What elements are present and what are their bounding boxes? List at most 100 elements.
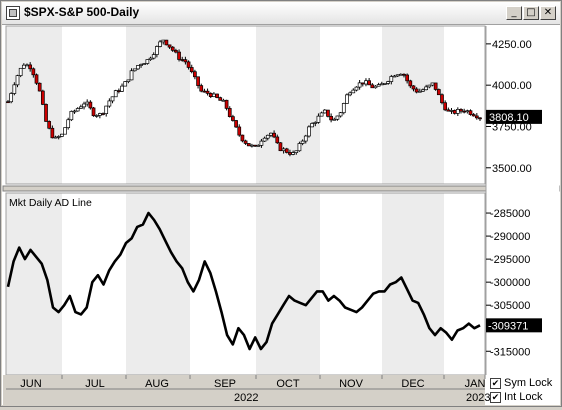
candle-down — [288, 152, 292, 155]
ad-tick-label: -305000 — [490, 300, 530, 312]
candle-up — [357, 82, 362, 88]
month-band — [6, 193, 62, 375]
panel-separator[interactable] — [2, 185, 560, 192]
candle-down — [101, 113, 105, 115]
chart-svg[interactable]: 4250.00 4000.00 3750.00 3500.00 -285000 -290… — [2, 25, 560, 405]
candle-up — [351, 89, 356, 94]
price-current-value: 3808.10 — [489, 112, 529, 124]
candle-down — [199, 85, 204, 92]
app-window-icon[interactable] — [6, 6, 20, 20]
candle-down — [50, 127, 55, 139]
ad-tick-label: -295000 — [490, 254, 530, 266]
candle-up — [155, 46, 159, 55]
candle-up — [139, 64, 143, 66]
candle-up — [145, 59, 150, 64]
candle-down — [246, 143, 251, 147]
month-bands — [6, 26, 444, 375]
candle-down — [240, 134, 245, 142]
candle-up — [120, 85, 124, 92]
candle-up — [126, 79, 131, 82]
candle-up — [421, 89, 425, 92]
candle-down — [47, 121, 52, 129]
candle-up — [389, 76, 394, 82]
candle-up — [281, 148, 286, 152]
candle-down — [443, 102, 448, 111]
candle-down — [193, 71, 197, 78]
candle-down — [278, 142, 283, 152]
right-axis-area — [486, 26, 559, 375]
candle-down — [202, 90, 207, 93]
candle-down — [31, 68, 36, 76]
ad-tick-label: -290000 — [490, 231, 530, 243]
minimize-button[interactable]: _ — [506, 6, 522, 20]
candle-up — [9, 93, 14, 103]
price-candles — [6, 39, 482, 157]
candle-up — [354, 86, 359, 91]
candle-up — [465, 110, 470, 113]
candle-up — [129, 70, 134, 81]
candle-up — [53, 136, 58, 139]
candle-up — [113, 90, 118, 98]
candle-down — [433, 82, 438, 90]
candle-down — [468, 110, 473, 115]
sym-lock-checkbox[interactable]: ✔ — [490, 378, 501, 389]
candle-down — [180, 59, 185, 61]
maximize-button[interactable]: □ — [523, 6, 539, 20]
x-axis-area — [3, 375, 485, 405]
candle-up — [395, 74, 400, 77]
window-title: $SPX-S&P 500-Daily — [24, 5, 140, 19]
month-band — [256, 193, 320, 375]
candle-down — [205, 90, 210, 94]
candle-down — [360, 82, 365, 85]
candle-up — [373, 85, 378, 89]
candle-up — [345, 94, 349, 104]
candle-down — [34, 74, 39, 84]
candle-up — [12, 84, 17, 94]
int-lock-checkbox[interactable]: ✔ — [490, 392, 501, 403]
month-tick-label: DEC — [401, 378, 424, 390]
candle-down — [243, 140, 248, 144]
candle-down — [164, 39, 169, 46]
candle-up — [313, 122, 318, 124]
month-tick-label: JAN — [465, 378, 486, 390]
candle-up — [262, 137, 267, 142]
candle-up — [66, 119, 71, 129]
candle-down — [91, 107, 96, 117]
candle-up — [307, 126, 311, 137]
candle-up — [335, 115, 340, 120]
candle-down — [186, 61, 191, 68]
month-tick-label: AUG — [145, 378, 169, 390]
candle-down — [402, 73, 406, 76]
candle-up — [256, 145, 261, 147]
candle-down — [436, 89, 441, 96]
candle-up — [148, 57, 153, 60]
candle-down — [237, 126, 242, 136]
candle-down — [231, 116, 235, 121]
ad-line-series — [6, 211, 481, 351]
title-bar[interactable]: $SPX-S&P 500-Daily _ □ ✕ — [2, 2, 560, 25]
candle-up — [259, 140, 264, 146]
candle-down — [215, 93, 219, 98]
candle-up — [303, 135, 308, 142]
candle-down — [367, 80, 371, 86]
candle-up — [417, 90, 422, 93]
month-tick-label: JUN — [20, 378, 41, 390]
candle-up — [75, 108, 80, 112]
candle-up — [294, 150, 299, 153]
candle-up — [221, 99, 226, 102]
candle-down — [414, 88, 419, 93]
candle-up — [151, 54, 156, 59]
int-lock-toggle[interactable]: ✔ Int Lock — [488, 391, 560, 405]
candle-up — [341, 103, 346, 114]
candle-down — [167, 44, 172, 48]
candle-down — [117, 90, 121, 92]
candle-down — [88, 101, 93, 109]
candle-down — [170, 46, 175, 51]
candle-up — [265, 134, 270, 139]
candle-down — [28, 64, 33, 70]
candle-up — [379, 83, 384, 86]
close-button[interactable]: ✕ — [540, 6, 556, 20]
sym-lock-toggle[interactable]: ✔ Sym Lock — [488, 377, 560, 391]
price-tick-label: 4250.00 — [492, 39, 532, 51]
chart-area[interactable]: 4250.00 4000.00 3750.00 3500.00 -285000 -290… — [2, 25, 560, 405]
